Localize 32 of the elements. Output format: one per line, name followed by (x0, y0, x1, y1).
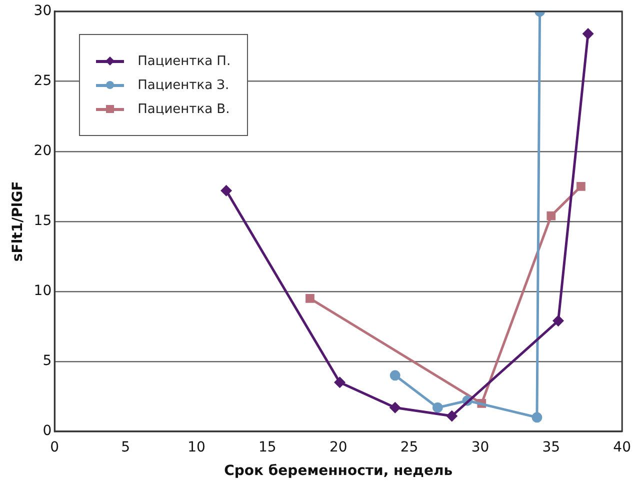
y-tick-label: 10 (34, 283, 52, 300)
point (390, 370, 400, 381)
x-tick-label: 10 (188, 439, 206, 456)
point (432, 402, 443, 413)
x-tick-label: 35 (542, 439, 560, 456)
point (334, 377, 346, 388)
point (221, 185, 232, 196)
legend-label: Пациентка П. (138, 54, 231, 69)
x-tick-label: 30 (471, 439, 490, 456)
y-tick-label: 30 (34, 3, 52, 20)
point (532, 412, 542, 423)
x-tick-label: 40 (613, 439, 632, 456)
point (576, 182, 586, 191)
legend-label: Пациентка З. (138, 78, 230, 93)
y-tick-label: 25 (34, 73, 52, 90)
x-tick-label: 20 (329, 439, 348, 456)
y-axis-title: sFlt1/PlGF (10, 181, 26, 262)
y-tick-label: 0 (42, 423, 52, 440)
x-tick-label: 25 (400, 439, 418, 456)
y-tick-label: 15 (34, 213, 52, 230)
legend-label: Пациентка В. (138, 102, 230, 117)
point (306, 294, 314, 303)
x-tick-label: 5 (121, 439, 130, 456)
point (446, 410, 458, 422)
point (546, 211, 556, 220)
x-axis-title: Срок беременности, недель (224, 463, 453, 480)
y-tick-label: 5 (42, 353, 52, 370)
point (553, 316, 564, 326)
y-tick-label: 20 (34, 143, 52, 160)
x-tick-label: 15 (258, 439, 276, 456)
point (582, 28, 594, 40)
point (390, 402, 400, 413)
